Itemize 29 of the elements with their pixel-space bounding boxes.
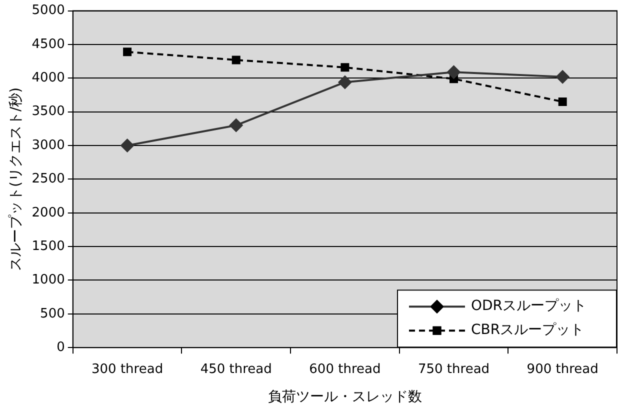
- x-tick-label: 900 thread: [526, 362, 598, 377]
- y-tick-label: 4500: [32, 36, 65, 52]
- point: [338, 75, 352, 90]
- point: [123, 48, 132, 56]
- legend-label: ODRスループット: [471, 298, 587, 314]
- y-tick-label: 4000: [32, 70, 65, 86]
- y-tick-label: 1000: [32, 272, 65, 288]
- x-tick-label: 600 thread: [309, 362, 381, 377]
- point: [120, 138, 134, 153]
- y-tick-label: 500: [40, 306, 65, 322]
- y-tick-label: 1500: [32, 238, 65, 254]
- y-axis-title: スループット(リクエスト/秒): [8, 87, 24, 272]
- y-tick-label: 5000: [32, 3, 65, 18]
- point: [556, 70, 570, 84]
- y-tick-label: 2500: [32, 172, 65, 187]
- x-tick-label: 450 thread: [200, 362, 272, 377]
- point: [232, 56, 240, 64]
- y-tick-label: 3000: [32, 138, 65, 153]
- x-axis-title: 負荷ツール・スレッド数: [268, 389, 422, 406]
- point: [558, 97, 567, 106]
- y-tick-label: 3500: [32, 104, 65, 120]
- x-tick-label: 300 thread: [92, 362, 164, 377]
- y-tick-label: 2000: [32, 205, 65, 220]
- x-tick-label: 750 thread: [418, 362, 490, 377]
- point: [229, 118, 244, 132]
- y-tick-label: 0: [56, 340, 65, 355]
- legend-label: CBRスループット: [471, 322, 584, 338]
- point: [340, 63, 350, 72]
- point: [446, 65, 461, 80]
